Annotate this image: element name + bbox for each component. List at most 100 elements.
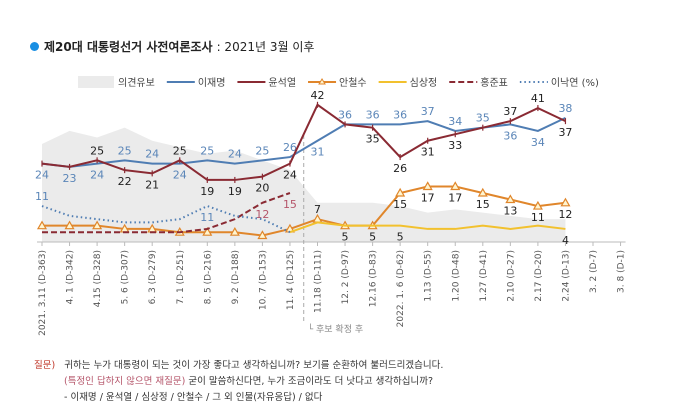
data-label: 31 xyxy=(421,146,435,159)
data-label: 5 xyxy=(397,231,404,244)
data-label: 37 xyxy=(421,105,435,118)
data-label: 4 xyxy=(562,234,569,247)
data-point-marker xyxy=(505,194,516,204)
series-line-3 xyxy=(289,221,566,234)
x-tick-label: 1.20 (D-48) xyxy=(451,250,461,302)
data-label: 24 xyxy=(283,169,297,182)
question-text: 질문) 귀하는 누가 대통령이 되는 것이 가장 좋다고 생각하십니까? 보기를… xyxy=(34,360,444,403)
x-tick-label: 6. 3 (D-279) xyxy=(148,250,158,304)
data-label: 35 xyxy=(476,112,490,125)
legend-label: 윤석열 xyxy=(268,77,296,89)
x-tick-label: 12.16 (D-83) xyxy=(369,250,379,307)
data-label: 36 xyxy=(503,129,517,142)
x-tick-label: 3. 2 (D-7) xyxy=(589,250,599,293)
legend-swatch-area xyxy=(78,76,114,88)
data-label: 41 xyxy=(531,92,545,105)
data-label: 11 xyxy=(531,211,545,224)
data-label: 36 xyxy=(393,108,407,121)
x-tick-label: 11. 4 (D-125) xyxy=(286,250,296,310)
data-label: 22 xyxy=(118,175,132,188)
x-tick-label: 9. 2 (D-188) xyxy=(231,250,241,304)
legend-label: 심상정 xyxy=(410,77,438,89)
legend-label: 안철수 xyxy=(339,77,367,89)
legend-label: 이재명 xyxy=(198,77,226,89)
data-label: 13 xyxy=(503,205,517,218)
data-point-marker xyxy=(202,226,213,236)
data-label: 36 xyxy=(338,108,352,121)
data-label: 25 xyxy=(173,144,187,157)
chart-title: 제20대 대통령선거 사전여론조사: 2021년 3월 이후 xyxy=(30,38,314,55)
series-line-5 xyxy=(41,204,291,234)
data-label: 31 xyxy=(311,146,325,159)
data-point-marker xyxy=(477,187,488,197)
data-label: 25 xyxy=(118,144,132,157)
x-tick-label: 10. 7 (D-153) xyxy=(258,250,268,310)
data-label: 24 xyxy=(173,169,187,182)
bullet-icon xyxy=(30,42,39,51)
x-tick-label: 2.24 (D-13) xyxy=(561,250,571,302)
data-label: 36 xyxy=(366,108,380,121)
legend-label: 홍준표 xyxy=(480,76,508,89)
data-label: 15 xyxy=(283,198,297,211)
data-label: 15 xyxy=(393,198,407,211)
data-label: 12 xyxy=(255,208,269,221)
data-label: 24 xyxy=(228,148,242,161)
data-point-marker xyxy=(64,220,75,230)
x-tick-label: 11.18 (D-111) xyxy=(314,250,324,313)
data-label: 17 xyxy=(448,191,462,204)
data-label: 33 xyxy=(448,139,462,152)
x-tick-label: 4.15 (D-328) xyxy=(93,250,103,307)
data-label: 25 xyxy=(90,144,104,157)
x-tick-label: 12. 2 (D-97) xyxy=(341,250,351,304)
data-label: 11 xyxy=(35,190,49,203)
data-label: 37 xyxy=(503,105,517,118)
data-label: 11 xyxy=(200,211,214,224)
data-label: 12 xyxy=(558,208,572,221)
data-point-marker xyxy=(229,226,240,236)
data-label: 19 xyxy=(200,185,214,198)
data-label: 25 xyxy=(200,144,214,157)
x-tick-label: 7. 1 (D-251) xyxy=(176,250,186,304)
data-label: 25 xyxy=(255,144,269,157)
x-tick-label: 2.17 (D-20) xyxy=(534,250,544,302)
data-label: 7 xyxy=(314,203,321,216)
data-label: 24 xyxy=(90,169,104,182)
data-label: 15 xyxy=(476,198,490,211)
x-tick-label: 3. 8 (D-1) xyxy=(617,250,627,293)
x-tick-label: 4. 1 (D-342) xyxy=(66,250,76,304)
series-line-2 xyxy=(42,185,566,237)
data-point-marker xyxy=(422,181,433,191)
data-point-marker xyxy=(450,181,461,191)
annotation-label: └ 후보 확정 후 xyxy=(308,323,363,335)
line-chart: └ 후보 확정 후 2021. 3.11 (D-363) 4. 1 (D-342) 4… xyxy=(35,76,627,336)
data-label: 26 xyxy=(283,141,297,154)
data-point-marker xyxy=(395,187,406,197)
data-label: 19 xyxy=(228,185,242,198)
data-label: 24 xyxy=(145,148,159,161)
x-tick-label: 2021. 3.11 (D-363) xyxy=(38,250,48,336)
data-label: 34 xyxy=(531,136,545,149)
data-point-marker xyxy=(92,220,103,230)
x-tick-label: 1.13 (D-55) xyxy=(424,250,434,302)
legend-label: 의견유보 xyxy=(118,77,155,89)
series-line-4 xyxy=(42,192,291,234)
series-line-1 xyxy=(41,103,566,181)
x-tick-label: 1.27 (D-41) xyxy=(479,250,489,302)
legend-marker xyxy=(318,78,326,85)
data-label: 17 xyxy=(421,191,435,204)
data-label: 35 xyxy=(366,133,380,146)
data-label: 24 xyxy=(35,169,49,182)
x-tick-label: 8. 5 (D-216) xyxy=(203,250,213,304)
data-point-marker xyxy=(560,197,571,207)
data-label: 5 xyxy=(369,231,376,244)
x-tick-label: 2022. 1. 6 (D-62) xyxy=(396,250,406,327)
area-opinion-reserved xyxy=(42,127,566,242)
data-point-marker xyxy=(36,220,48,230)
x-tick-label: 5. 6 (D-307) xyxy=(121,250,131,304)
data-label: 21 xyxy=(145,178,159,191)
data-label: 20 xyxy=(255,182,269,195)
x-tick-label: 2.10 (D-27) xyxy=(506,250,516,302)
data-label: 34 xyxy=(448,115,462,128)
data-point-marker xyxy=(257,230,268,240)
data-label: 26 xyxy=(393,162,407,175)
